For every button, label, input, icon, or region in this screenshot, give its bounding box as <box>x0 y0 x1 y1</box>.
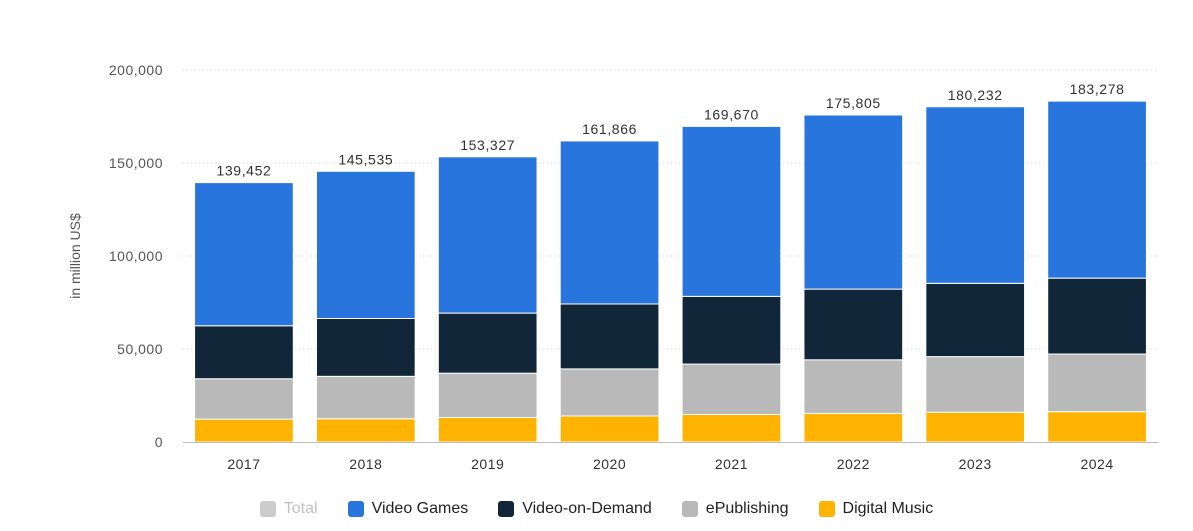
bar-segment-epublishing[interactable] <box>559 368 660 417</box>
legend-label: Video Games <box>371 500 469 517</box>
bar-segment-digital-music[interactable] <box>803 412 904 443</box>
y-axis-ticks: 0 50,000 100,000 150,000 200,000 <box>109 62 163 450</box>
total-data-label: 183,278 <box>1070 81 1125 97</box>
bars <box>194 100 1147 443</box>
bar-segment-digital-music[interactable] <box>681 413 782 443</box>
y-tick-label: 0 <box>155 434 163 450</box>
legend-item-total[interactable]: Total <box>259 500 318 518</box>
bar-segment-video-on-demand[interactable] <box>681 295 782 365</box>
bar-segment-video-on-demand[interactable] <box>559 303 660 370</box>
bar-segment-video-games[interactable] <box>803 114 904 290</box>
bar-segment-epublishing[interactable] <box>681 363 782 415</box>
legend-item-epublishing[interactable]: ePublishing <box>681 500 789 518</box>
bar-segment-video-games[interactable] <box>315 170 416 319</box>
bar-segment-video-on-demand[interactable] <box>315 317 416 377</box>
bar-segment-video-games[interactable] <box>681 125 782 297</box>
legend-swatch <box>347 501 364 517</box>
bar-segment-video-on-demand[interactable] <box>925 282 1026 358</box>
legend-label: Total <box>283 500 318 517</box>
x-tick-label: 2023 <box>959 456 992 472</box>
bar-segment-video-games[interactable] <box>437 156 538 314</box>
x-tick-label: 2021 <box>715 456 748 472</box>
x-tick-label: 2024 <box>1080 456 1113 472</box>
bar-segment-video-games[interactable] <box>559 140 660 305</box>
stacked-bar-chart: 0 50,000 100,000 150,000 200,000 in million … <box>67 62 1158 472</box>
x-axis-ticks: 2017 2018 2019 2020 2021 2022 2023 2024 <box>227 456 1113 472</box>
x-tick-label: 2022 <box>837 456 870 472</box>
y-tick-label: 150,000 <box>109 155 163 171</box>
legend-label: ePublishing <box>705 500 789 517</box>
bar-segment-digital-music[interactable] <box>559 415 660 443</box>
bar-segment-video-on-demand[interactable] <box>1047 277 1147 355</box>
legend-item-video-on-demand[interactable]: Video-on-Demand <box>498 500 652 518</box>
x-tick-label: 2020 <box>593 456 626 472</box>
bar-segment-digital-music[interactable] <box>437 416 538 443</box>
y-tick-label: 100,000 <box>109 248 163 264</box>
bar-segment-epublishing[interactable] <box>803 359 904 414</box>
bar-segment-video-on-demand[interactable] <box>437 312 538 374</box>
legend-item-digital-music[interactable]: Digital Music <box>818 500 934 518</box>
legend-swatch <box>498 501 515 517</box>
total-data-label: 145,535 <box>338 151 393 167</box>
y-tick-label: 50,000 <box>117 341 163 357</box>
y-tick-label: 200,000 <box>109 62 163 78</box>
total-labels: 139,452 145,535 153,327 161,866 169,670 175,8… <box>217 81 1125 179</box>
x-tick-label: 2017 <box>227 456 260 472</box>
bar-segment-video-games[interactable] <box>925 106 1026 284</box>
bar-segment-epublishing[interactable] <box>925 356 1026 413</box>
x-tick-label: 2019 <box>471 456 504 472</box>
bar-segment-video-on-demand[interactable] <box>194 325 294 380</box>
bar-segment-epublishing[interactable] <box>437 372 538 418</box>
total-data-label: 161,866 <box>582 121 637 137</box>
legend-label: Video-on-Demand <box>522 500 652 517</box>
bar-segment-video-games[interactable] <box>194 182 294 327</box>
bar-segment-epublishing[interactable] <box>315 375 416 420</box>
bar-segment-epublishing[interactable] <box>194 378 294 420</box>
bar-segment-digital-music[interactable] <box>1047 411 1147 443</box>
bar-segment-digital-music[interactable] <box>925 411 1026 443</box>
bar-segment-video-on-demand[interactable] <box>803 288 904 361</box>
legend-swatch <box>818 501 835 517</box>
total-data-label: 169,670 <box>704 106 759 122</box>
total-data-label: 175,805 <box>826 95 881 111</box>
x-tick-label: 2018 <box>349 456 382 472</box>
legend-swatch <box>681 501 698 517</box>
bar-segment-video-games[interactable] <box>1047 100 1147 279</box>
bar-segment-digital-music[interactable] <box>194 418 294 443</box>
bar-segment-epublishing[interactable] <box>1047 353 1147 413</box>
legend-item-video-games[interactable]: Video Games <box>347 500 469 518</box>
total-data-label: 153,327 <box>460 137 515 153</box>
bar-segment-digital-music[interactable] <box>315 418 416 443</box>
legend-label: Digital Music <box>842 500 934 517</box>
y-axis-label: in million US$ <box>67 213 83 299</box>
total-data-label: 139,452 <box>217 163 272 179</box>
legend-swatch <box>259 501 276 517</box>
legend: Total Video Games Video-on-Demand ePublishi… <box>0 500 1193 518</box>
total-data-label: 180,232 <box>948 87 1003 103</box>
